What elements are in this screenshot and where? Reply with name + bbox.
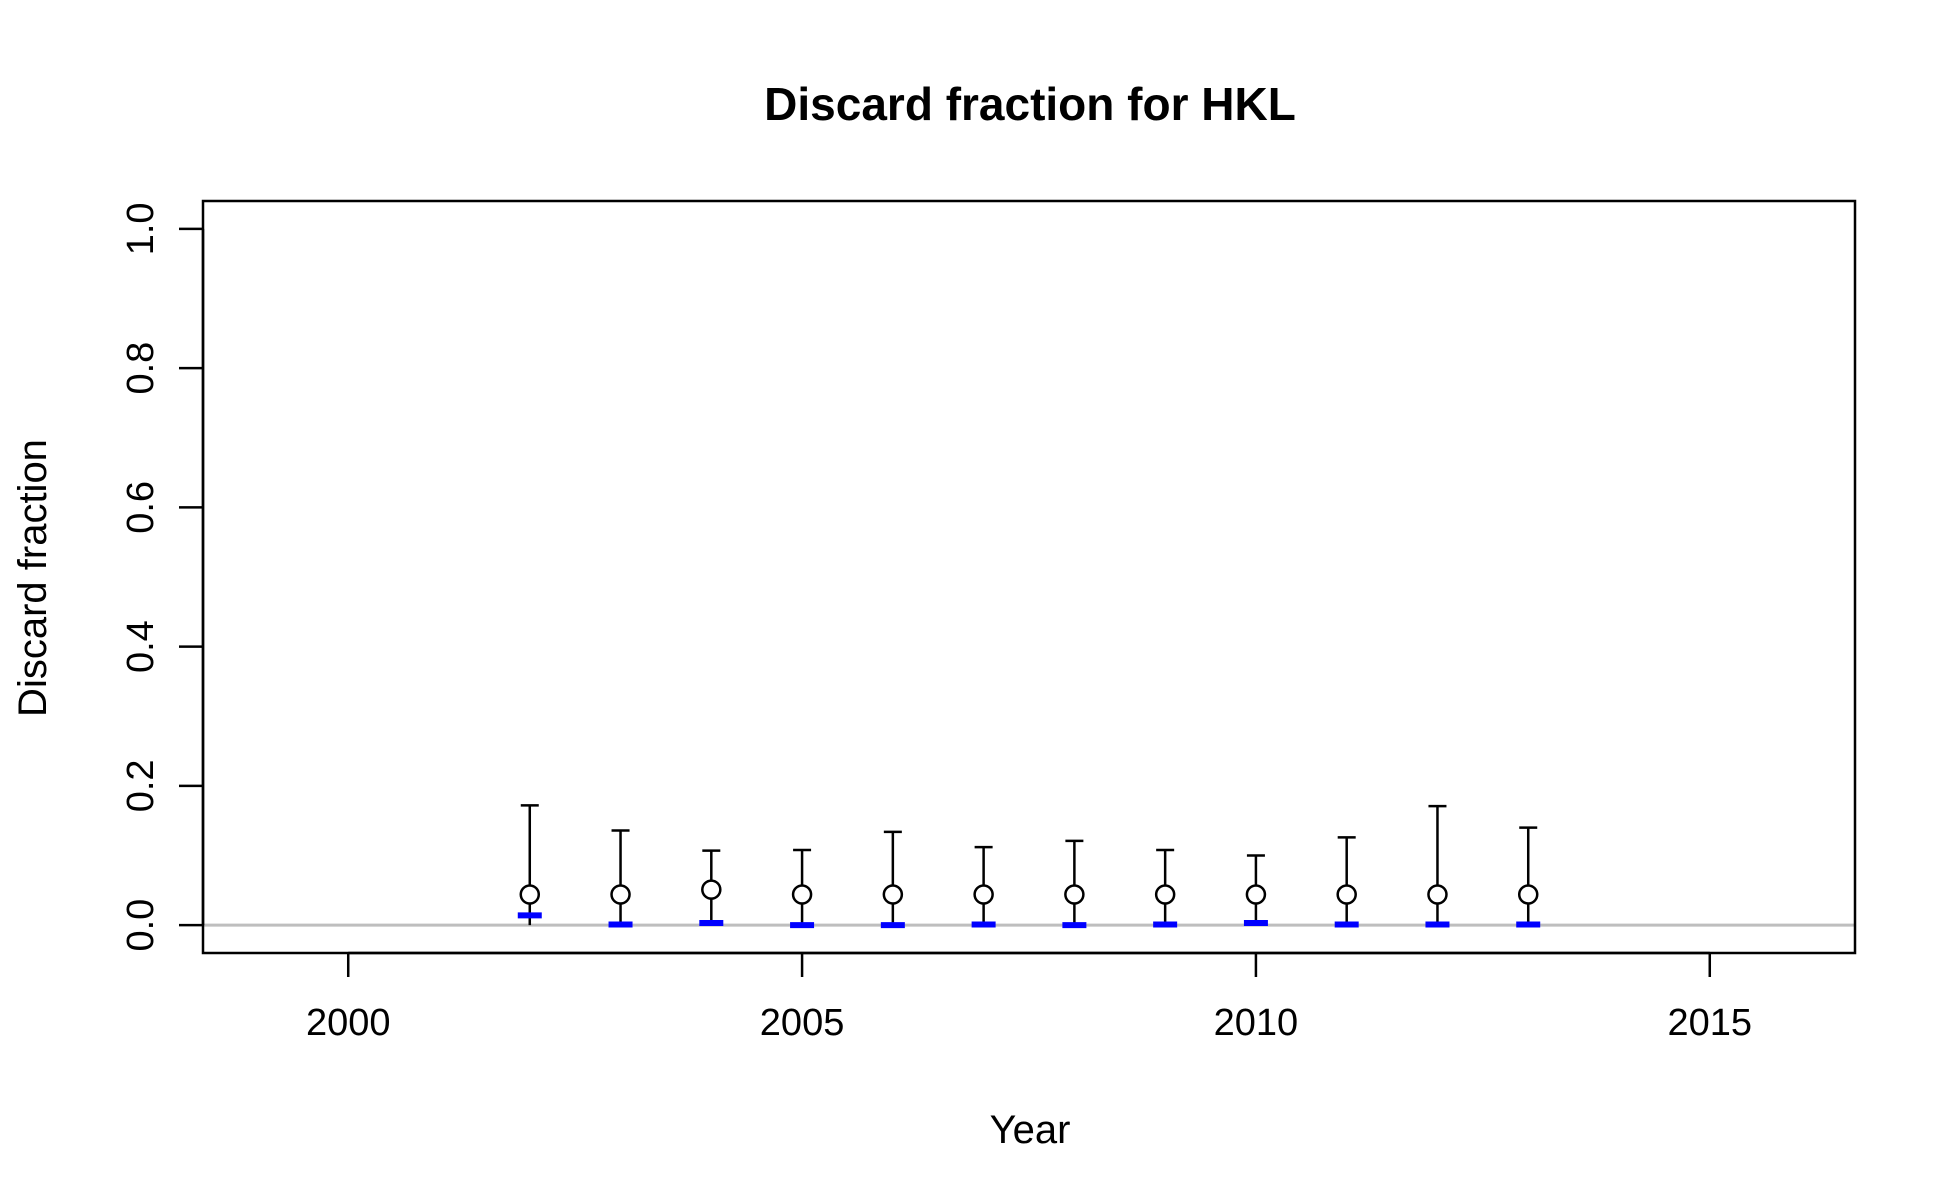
plot-marks <box>203 804 1855 929</box>
observation-2013 <box>1516 826 1541 928</box>
observed-point <box>1064 884 1085 905</box>
observation-2012 <box>1425 804 1450 928</box>
observation-2004 <box>699 849 724 927</box>
y-tick-label: 0.2 <box>120 759 162 812</box>
observation-2010 <box>1243 854 1268 927</box>
y-tick-label: 0.6 <box>120 481 162 534</box>
x-axis-label: Year <box>990 1108 1071 1152</box>
observed-point <box>519 884 541 905</box>
observation-2009 <box>1153 848 1178 928</box>
observation-2002 <box>517 804 542 926</box>
y-tick-label: 0.0 <box>120 899 162 952</box>
observed-point <box>1517 884 1539 905</box>
observed-point <box>791 884 813 905</box>
plot-frame <box>201 199 1857 955</box>
observed-point <box>1245 884 1267 905</box>
observed-point <box>701 879 722 900</box>
chart-title: Discard fraction for HKL <box>764 78 1296 130</box>
observation-2007 <box>971 845 996 928</box>
observation-2005 <box>790 848 815 929</box>
y-tick-label: 0.4 <box>120 620 162 673</box>
observed-point <box>610 884 631 905</box>
observed-point <box>1154 884 1176 905</box>
observed-point <box>973 884 994 905</box>
y-tick-label: 0.8 <box>120 342 162 395</box>
observation-2003 <box>608 829 633 928</box>
y-axis-label: Discard fraction <box>11 439 55 717</box>
y-tick-label: 1.0 <box>120 202 162 255</box>
observation-2008 <box>1062 839 1087 929</box>
observed-point <box>882 884 904 905</box>
x-tick-label: 2000 <box>306 1002 391 1044</box>
x-tick-label: 2010 <box>1214 1002 1299 1044</box>
observation-2011 <box>1334 836 1359 928</box>
observed-point <box>1427 884 1448 905</box>
observation-2006 <box>880 830 905 929</box>
x-tick-label: 2015 <box>1667 1002 1752 1044</box>
observed-point <box>1336 884 1357 905</box>
x-tick-label: 2005 <box>760 1002 845 1044</box>
